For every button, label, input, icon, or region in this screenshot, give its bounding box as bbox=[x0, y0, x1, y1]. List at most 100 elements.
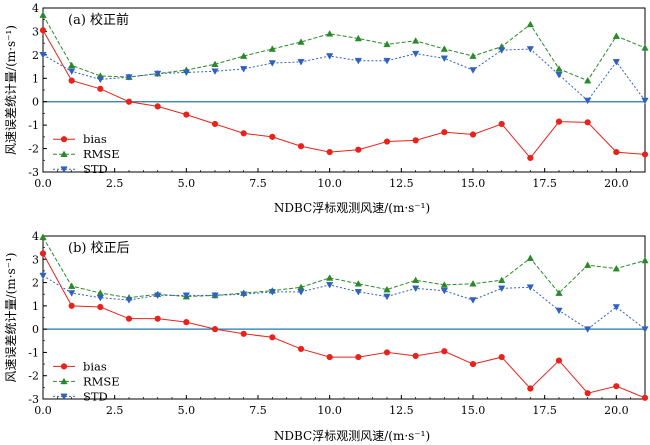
data-point bbox=[154, 292, 162, 300]
data-point bbox=[297, 345, 305, 353]
data-point bbox=[613, 148, 620, 156]
data-point bbox=[641, 44, 649, 51]
series-line bbox=[42, 30, 646, 159]
data-point bbox=[383, 57, 391, 65]
data-point bbox=[584, 97, 592, 105]
data-point bbox=[527, 154, 534, 162]
y-tick-label: -3 bbox=[28, 393, 39, 406]
data-point bbox=[297, 143, 305, 150]
legend-label: STD bbox=[83, 389, 108, 403]
panel-title: (a) 校正前 bbox=[68, 12, 129, 28]
series-line bbox=[42, 14, 646, 82]
x-tick-label: 20.0 bbox=[604, 177, 629, 190]
data-point bbox=[383, 40, 391, 48]
data-point bbox=[383, 349, 391, 356]
data-point bbox=[326, 353, 333, 361]
plot-frame bbox=[42, 7, 646, 173]
data-point bbox=[584, 390, 591, 397]
y-tick-label: -3 bbox=[28, 166, 39, 179]
legend-marker bbox=[60, 363, 68, 370]
panel-title: (b) 校正后 bbox=[68, 240, 130, 256]
data-point bbox=[555, 357, 563, 364]
legend-marker bbox=[60, 136, 68, 143]
data-point bbox=[498, 285, 506, 293]
chart-panel-a: 0.0 2.5 5.0 7.5 10.0 12.5 15.0 17.5 20.0 4 3 2 1 0 -1 -… bbox=[4, 2, 649, 215]
data-point bbox=[641, 256, 649, 264]
data-point bbox=[555, 71, 563, 79]
data-point bbox=[383, 285, 391, 293]
data-point bbox=[96, 289, 104, 296]
data-point bbox=[125, 297, 133, 304]
data-point bbox=[555, 289, 563, 296]
data-point bbox=[441, 129, 448, 136]
y-tick-label: -1 bbox=[28, 119, 39, 132]
data-point bbox=[469, 131, 477, 138]
data-point bbox=[440, 45, 448, 52]
x-tick-label: 7.5 bbox=[249, 177, 267, 190]
data-point bbox=[412, 137, 419, 144]
data-point bbox=[39, 272, 47, 280]
series-line bbox=[42, 236, 646, 299]
y-tick-label: 2 bbox=[32, 49, 39, 62]
data-point bbox=[613, 383, 620, 390]
chart-panel-b: 0.0 2.5 5.0 7.5 10.0 12.5 15.0 17.5 20.0 4 3 2 1 0 -1 -… bbox=[4, 230, 649, 443]
data-point bbox=[211, 120, 219, 128]
series-std bbox=[39, 46, 649, 105]
data-point bbox=[354, 57, 362, 65]
data-point bbox=[555, 118, 563, 125]
data-point bbox=[240, 330, 247, 337]
y-tick-label: 0 bbox=[32, 323, 39, 336]
data-point bbox=[440, 281, 448, 288]
data-point bbox=[68, 77, 75, 84]
data-point bbox=[211, 326, 219, 333]
data-point bbox=[68, 290, 76, 297]
x-tick-label: 20.0 bbox=[604, 404, 629, 417]
data-point bbox=[498, 120, 505, 128]
data-point bbox=[469, 360, 477, 368]
x-tick-label: 0.0 bbox=[34, 404, 52, 417]
x-tick-label: 7.5 bbox=[249, 404, 267, 417]
data-point bbox=[612, 304, 620, 311]
data-point bbox=[39, 27, 47, 34]
data-point bbox=[469, 67, 477, 74]
data-point bbox=[268, 45, 276, 52]
legend-marker bbox=[60, 166, 68, 173]
legend-marker bbox=[60, 393, 68, 401]
data-point bbox=[183, 319, 190, 326]
y-tick-label: -2 bbox=[28, 143, 39, 156]
series-line bbox=[42, 275, 646, 330]
data-point bbox=[441, 348, 448, 355]
data-point bbox=[154, 315, 161, 322]
data-point bbox=[39, 52, 47, 59]
x-tick-label: 10.0 bbox=[317, 404, 342, 417]
data-point bbox=[527, 385, 534, 392]
data-point bbox=[68, 302, 75, 309]
data-point bbox=[326, 274, 334, 281]
data-point bbox=[268, 60, 276, 67]
data-point bbox=[240, 130, 247, 137]
data-point bbox=[39, 11, 47, 18]
data-point bbox=[355, 146, 362, 153]
data-point bbox=[268, 289, 276, 296]
data-point bbox=[641, 97, 649, 105]
data-point bbox=[211, 68, 219, 75]
data-point bbox=[555, 307, 563, 315]
x-tick-label: 5.0 bbox=[178, 177, 196, 190]
legend-label: bias bbox=[83, 132, 107, 146]
data-point bbox=[96, 76, 104, 84]
data-point bbox=[526, 20, 534, 28]
data-point bbox=[354, 34, 362, 42]
x-tick-label: 15.0 bbox=[461, 404, 486, 417]
y-tick-label: 4 bbox=[32, 230, 39, 243]
data-point bbox=[297, 289, 305, 296]
x-tick-label: 10.0 bbox=[317, 177, 342, 190]
data-point bbox=[440, 55, 448, 63]
data-point bbox=[412, 285, 420, 293]
data-point bbox=[269, 133, 276, 140]
data-point bbox=[39, 250, 47, 257]
series-std bbox=[39, 272, 649, 333]
data-point bbox=[96, 294, 104, 302]
data-point bbox=[641, 394, 649, 401]
